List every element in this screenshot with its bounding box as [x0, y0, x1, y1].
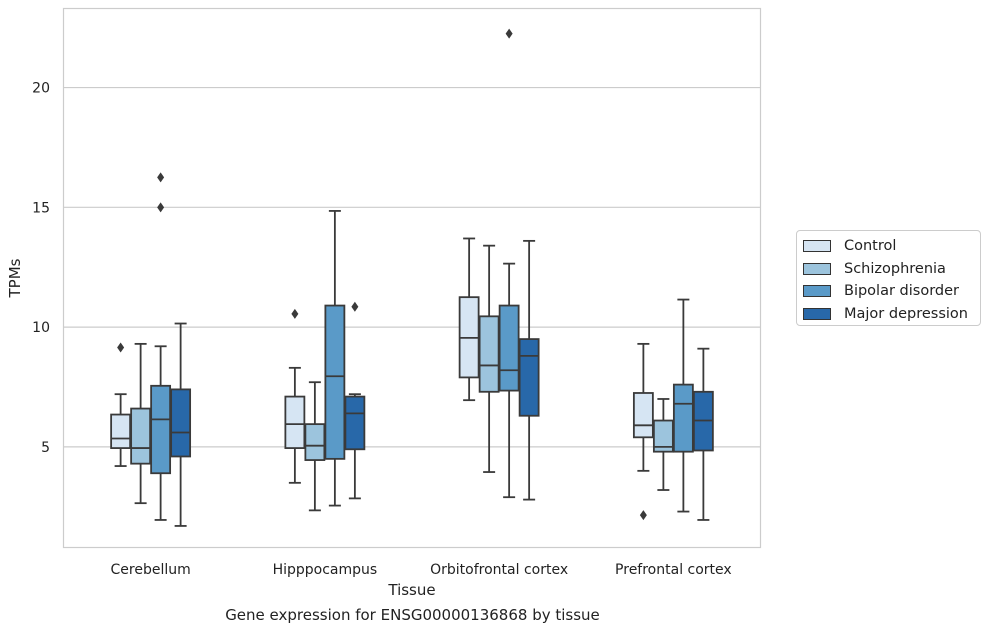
box-body	[672, 383, 694, 453]
plot-area-border	[62, 7, 762, 549]
box-body	[632, 392, 654, 439]
legend-label: Bipolar disorder	[844, 283, 959, 300]
box-body	[284, 395, 306, 449]
outlier-point	[157, 172, 165, 183]
x-tick-label: Prefrontal cortex	[615, 562, 732, 578]
x-tick-label: Orbitofrontal cortex	[430, 562, 568, 578]
box-plot	[130, 342, 152, 505]
box-plot	[478, 244, 500, 473]
box-plot	[150, 172, 172, 521]
y-tick-label: 5	[41, 440, 50, 456]
box-plot	[652, 398, 674, 491]
y-tick-label: 20	[32, 81, 50, 97]
outlier-point	[117, 342, 125, 353]
axis-ticks: 5 10 15 20 Cerebellum Hipppocampus Orbitofront…	[32, 81, 732, 578]
box-plot	[284, 308, 306, 484]
legend-swatch	[803, 240, 831, 253]
outlier-point	[639, 510, 647, 521]
outlier-point	[505, 28, 513, 39]
legend-item: Bipolar disorder	[803, 280, 980, 303]
box-body	[478, 315, 500, 393]
y-axis-label: TPMs	[6, 258, 24, 298]
gridlines	[63, 86, 761, 448]
x-tick-label: Cerebellum	[111, 562, 191, 578]
box-body	[150, 384, 172, 475]
box-plot	[324, 210, 346, 507]
box-body	[344, 395, 366, 451]
legend-item: Control	[803, 235, 980, 258]
box-body	[324, 304, 346, 460]
outlier-point	[351, 301, 359, 312]
box-body	[652, 419, 674, 453]
box-body	[304, 423, 326, 461]
legend-label: Major depression	[844, 305, 968, 322]
legend-label: Control	[844, 238, 897, 255]
box-body	[498, 304, 520, 392]
box-body	[110, 413, 132, 449]
outlier-point	[291, 308, 299, 319]
legend-label: Schizophrenia	[844, 260, 946, 277]
box-plot	[458, 237, 480, 402]
box-plot	[344, 301, 366, 500]
legend-swatch	[803, 262, 831, 275]
y-tick-label: 15	[32, 200, 50, 216]
legend-swatch	[803, 307, 831, 320]
box-body	[170, 388, 192, 458]
chart-caption: Gene expression for ENSG00000136868 by t…	[225, 606, 600, 624]
box-plots	[110, 28, 714, 527]
legend-swatch	[803, 285, 831, 298]
box-plot	[692, 347, 714, 521]
box-body	[130, 407, 152, 465]
box-plot	[498, 28, 520, 499]
box-plot	[518, 239, 540, 501]
box-plot	[632, 342, 654, 521]
legend-item: Schizophrenia	[803, 258, 980, 281]
box-plot	[110, 342, 132, 467]
x-axis-label: Tissue	[387, 581, 435, 599]
legend-item: Major depression	[803, 303, 980, 326]
legend: Control Schizophrenia Bipolar disorder M…	[796, 230, 981, 326]
box-body	[518, 338, 540, 417]
outlier-point	[157, 202, 165, 213]
box-plot	[672, 298, 694, 513]
y-tick-label: 10	[32, 320, 50, 336]
x-tick-label: Hipppocampus	[273, 562, 378, 578]
box-plot	[304, 381, 326, 512]
box-plot	[170, 322, 192, 527]
